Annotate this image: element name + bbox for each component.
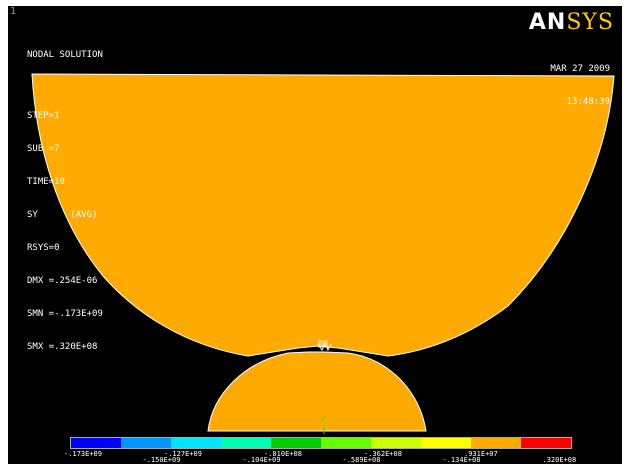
- info-component: SY (AVG): [27, 210, 98, 220]
- info-sub: SUB =7: [27, 144, 60, 154]
- info-smx: SMX =.320E+08: [27, 342, 98, 352]
- node-cluster-marker: [318, 340, 328, 348]
- legend-tick-label: .320E+08: [542, 456, 577, 464]
- legend-swatch: [171, 438, 221, 448]
- contour-legend-bar: [70, 437, 572, 449]
- legend-swatch: [271, 438, 321, 448]
- lower-body-contour: [207, 351, 427, 432]
- legend-tick-label: -.134E+08: [442, 456, 481, 464]
- logo-prefix: AN: [528, 10, 567, 35]
- legend-tick-label: -.810E+08: [264, 450, 302, 458]
- legend-swatch: [521, 438, 571, 448]
- legend-swatch: [471, 438, 521, 448]
- legend-swatch: [321, 438, 371, 448]
- ansys-logo: ANSYS: [529, 12, 614, 34]
- legend-swatch: [71, 438, 121, 448]
- legend-tick-label: -.589E+08: [342, 456, 381, 464]
- graphics-window[interactable]: 1 NODAL SOLUTION STEP=1 SUB =7 TIME=10 S…: [8, 6, 622, 464]
- logo-suffix: SYS: [566, 10, 614, 35]
- legend-tick-label: .931E+07: [464, 450, 498, 458]
- legend-tick-label: -.104E+09: [242, 456, 281, 464]
- info-step: STEP=1: [27, 111, 60, 121]
- contact-point-marker: [317, 341, 332, 352]
- info-title: NODAL SOLUTION: [27, 50, 103, 60]
- axis-label-y: Y: [321, 416, 326, 424]
- legend-swatch: [371, 438, 421, 448]
- date-block: MAR 27 2009 13:48:39: [550, 42, 610, 130]
- info-time: TIME=10: [27, 177, 65, 187]
- fe-model-plot[interactable]: [8, 6, 622, 464]
- legend-tick-label: -.127E+09: [164, 450, 202, 458]
- legend-swatch: [121, 438, 171, 448]
- date-day: MAR 27 2009: [550, 64, 610, 74]
- info-block: NODAL SOLUTION STEP=1 SUB =7 TIME=10 SY …: [27, 28, 103, 375]
- upper-body-contour: [31, 73, 615, 357]
- window-number: 1: [10, 6, 17, 17]
- legend-tick-label: -.173E+09: [64, 450, 102, 458]
- info-rsys: RSYS=0: [27, 243, 60, 253]
- legend-swatch: [221, 438, 271, 448]
- date-time: 13:48:39: [566, 97, 610, 107]
- legend-tick-label: -.150E+09: [142, 456, 181, 464]
- legend-swatch: [421, 438, 471, 448]
- info-smn: SMN =-.173E+09: [27, 309, 103, 319]
- legend-tick-label: -.362E+08: [364, 450, 402, 458]
- info-dmx: DMX =.254E-06: [27, 276, 98, 286]
